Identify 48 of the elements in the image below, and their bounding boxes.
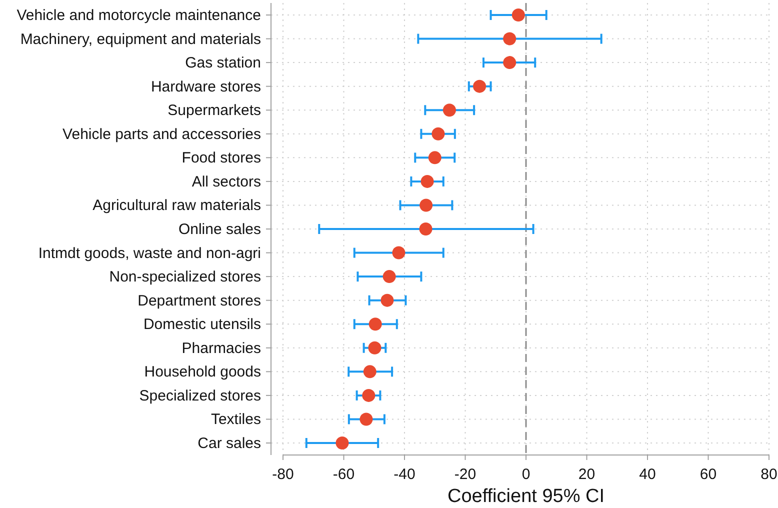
x-tick-label: 60 <box>700 466 717 483</box>
x-tick-label: -80 <box>272 466 294 483</box>
x-tick-label: 40 <box>639 466 656 483</box>
point <box>380 294 394 307</box>
y-tick-label: Car sales <box>198 435 261 452</box>
y-tick-label: Vehicle and motorcycle maintenance <box>16 7 261 24</box>
y-tick-label: Vehicle parts and accessories <box>62 126 261 143</box>
point <box>420 174 434 188</box>
x-tick-label: -40 <box>394 466 416 483</box>
y-tick-label: Domestic utensils <box>143 316 261 334</box>
point <box>368 318 382 331</box>
y-tick-label: Hardware stores <box>150 78 261 96</box>
point <box>382 270 396 284</box>
y-tick-label: Agricultural raw materials <box>92 197 261 214</box>
point <box>419 222 432 236</box>
y-tick-label: Non-specialized stores <box>109 268 261 286</box>
point <box>503 32 516 46</box>
x-tick-label: 20 <box>578 466 596 483</box>
y-tick-label: All sectors <box>192 173 261 190</box>
x-tick-label: 80 <box>760 466 778 483</box>
point <box>432 127 445 140</box>
y-tick-label: Online sales <box>178 221 261 238</box>
x-axis-title: Coefficient 95% CI <box>447 486 605 507</box>
point <box>368 341 382 354</box>
point <box>473 80 486 93</box>
x-tick-label: -60 <box>332 466 355 483</box>
point <box>512 8 525 22</box>
point <box>362 388 376 402</box>
x-tick-label: 0 <box>522 466 530 483</box>
y-tick-label: Textiles <box>210 411 261 428</box>
y-tick-label: Pharmacies <box>182 340 261 357</box>
point <box>363 365 376 378</box>
y-tick-label: Gas station <box>185 54 261 72</box>
y-tick-label: Machinery, equipment and materials <box>20 30 261 48</box>
point <box>442 104 456 117</box>
point <box>428 151 442 164</box>
point <box>392 246 406 260</box>
point <box>336 436 349 450</box>
y-tick-label: Food stores <box>182 150 261 167</box>
point <box>360 412 373 426</box>
point <box>420 198 433 212</box>
x-tick-label: -20 <box>454 466 476 483</box>
y-tick-label: Household goods <box>144 364 261 381</box>
point <box>503 56 516 70</box>
y-tick-label: Intmdt goods, waste and non-agri <box>38 244 261 262</box>
y-tick-label: Supermarkets <box>168 102 261 120</box>
y-tick-label: Specialized stores <box>139 387 261 404</box>
y-tick-label: Department stores <box>138 292 261 310</box>
